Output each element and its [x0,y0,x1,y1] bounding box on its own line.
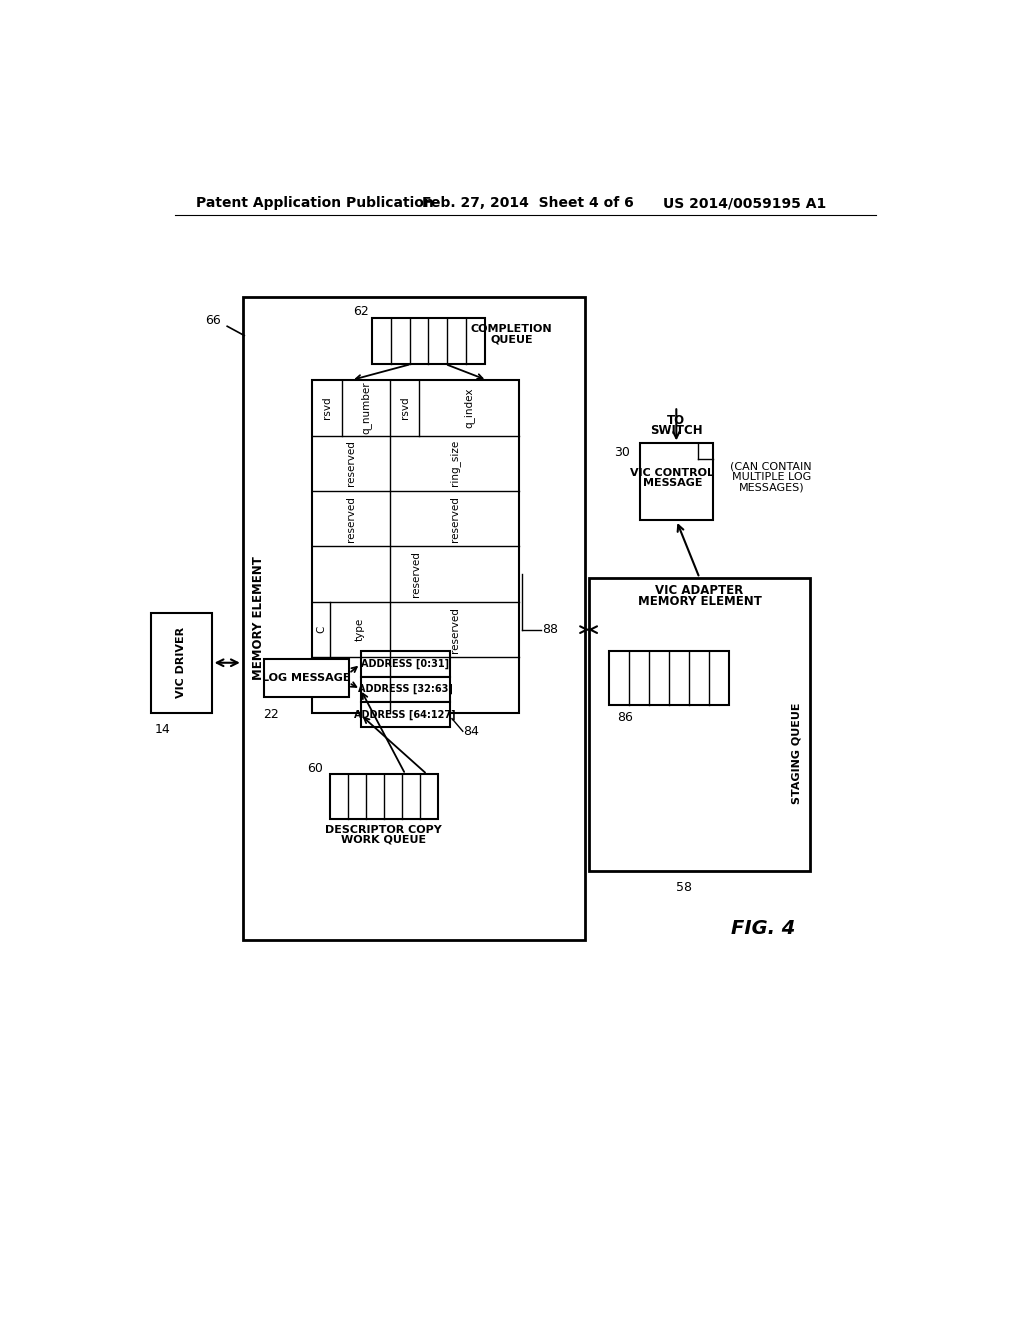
Text: STAGING QUEUE: STAGING QUEUE [792,702,801,804]
Text: 30: 30 [614,446,631,459]
Text: TO: TO [668,413,685,426]
Text: 22: 22 [263,708,280,721]
Text: 14: 14 [155,723,170,737]
Text: reserved: reserved [346,441,356,486]
Text: MEMORY ELEMENT: MEMORY ELEMENT [252,557,264,680]
Text: reserved: reserved [450,496,460,541]
Bar [360,651,450,677]
Bar [360,702,450,727]
Bar [263,659,349,697]
Text: Patent Application Publication: Patent Application Publication [197,197,434,210]
Text: FIG. 4: FIG. 4 [731,919,796,939]
Text: MESSAGES): MESSAGES) [738,483,804,492]
Text: VIC ADAPTER: VIC ADAPTER [655,583,743,597]
Text: COMPLETION: COMPLETION [471,325,552,334]
Text: 66: 66 [206,314,221,326]
Text: 62: 62 [352,305,369,318]
Bar [608,651,729,705]
Text: QUEUE: QUEUE [490,334,532,345]
Text: rsvd: rsvd [323,396,332,420]
Text: 60: 60 [307,762,324,775]
Text: VIC CONTROL: VIC CONTROL [631,467,715,478]
Text: q_index: q_index [464,388,475,428]
Bar [243,297,586,940]
Text: MULTIPLE LOG: MULTIPLE LOG [731,473,811,482]
Text: C: C [316,626,326,634]
Text: MEMORY ELEMENT: MEMORY ELEMENT [638,594,762,607]
Text: reserved: reserved [411,552,421,597]
Text: LOG MESSAGE: LOG MESSAGE [262,673,350,684]
Text: 88: 88 [543,623,558,636]
Text: DESCRIPTOR COPY: DESCRIPTOR COPY [326,825,442,834]
Text: q_number: q_number [360,381,372,434]
Text: 58: 58 [676,880,692,894]
Text: WORK QUEUE: WORK QUEUE [341,834,426,845]
Text: ring_size: ring_size [450,440,460,487]
Bar [640,444,713,520]
Text: reserved: reserved [346,496,356,541]
Text: rsvd: rsvd [399,396,410,420]
Bar [372,318,484,364]
Text: VIC DRIVER: VIC DRIVER [176,627,186,698]
Text: 84: 84 [464,725,479,738]
Text: ADDRESS [0:31]: ADDRESS [0:31] [361,659,450,669]
Text: Feb. 27, 2014  Sheet 4 of 6: Feb. 27, 2014 Sheet 4 of 6 [423,197,634,210]
Bar [312,380,519,713]
Text: reserved: reserved [450,607,460,652]
Text: SWITCH: SWITCH [650,424,702,437]
Bar [589,578,810,871]
Text: US 2014/0059195 A1: US 2014/0059195 A1 [663,197,826,210]
Text: ADDRESS [32:63]: ADDRESS [32:63] [357,684,453,694]
Text: MESSAGE: MESSAGE [643,478,702,488]
Text: (CAN CONTAIN: (CAN CONTAIN [730,462,812,471]
Bar [360,677,450,702]
Bar [152,612,212,713]
Bar [330,775,438,818]
Text: type: type [354,618,365,642]
Text: 86: 86 [617,711,634,723]
Text: ADDRESS [64:127]: ADDRESS [64:127] [354,710,456,719]
